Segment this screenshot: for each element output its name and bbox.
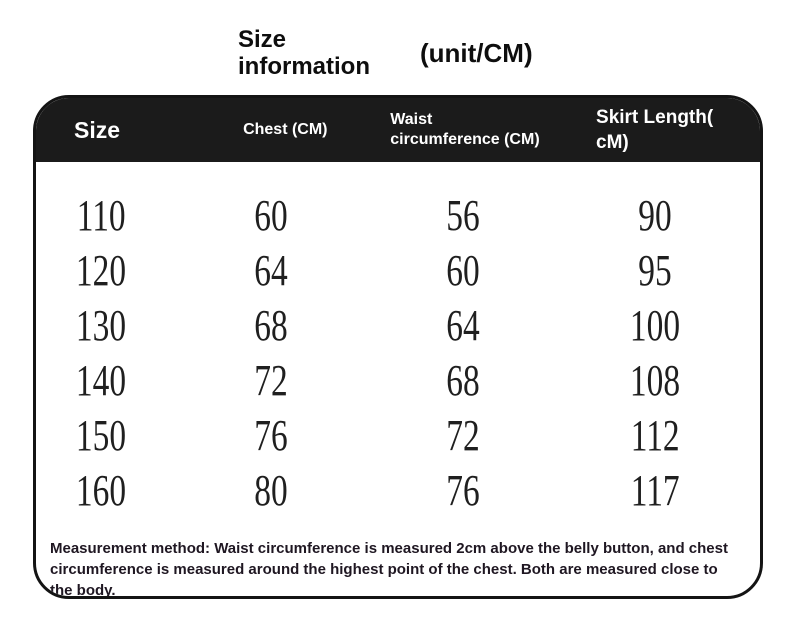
header-waist-line2: circumference (CM)	[390, 131, 540, 148]
header-waist-line1: Waist	[390, 111, 433, 128]
size-value: 140	[76, 355, 127, 405]
table-cell: 130	[36, 300, 166, 350]
table-cell: 64	[166, 245, 376, 295]
table-cell: 64	[376, 300, 550, 350]
table-cell: 72	[376, 410, 550, 460]
size-table-header: Size Chest (CM) Waist circumference (CM)…	[36, 98, 760, 162]
table-cell: 100	[550, 300, 760, 350]
size-value: 68	[446, 355, 480, 405]
table-cell: 80	[166, 465, 376, 515]
title-size-information: Size information	[238, 26, 370, 80]
size-value: 64	[254, 245, 289, 295]
size-value: 110	[76, 190, 126, 240]
table-row: 160 80 76 117	[36, 463, 760, 518]
table-cell: 60	[376, 245, 550, 295]
size-value: 120	[76, 245, 127, 295]
table-cell: 140	[36, 355, 166, 405]
header-size-label: Size	[74, 116, 121, 143]
header-skirt-length: Skirt Length( cM)	[550, 105, 760, 155]
table-row: 120 64 60 95	[36, 243, 760, 298]
table-cell: 60	[166, 190, 376, 240]
table-row: 130 68 64 100	[36, 298, 760, 353]
size-value: 60	[254, 190, 289, 240]
header-size: Size	[36, 117, 166, 144]
size-value: 80	[254, 465, 289, 515]
size-value: 72	[254, 355, 289, 405]
size-value: 56	[446, 190, 480, 240]
size-value: 90	[638, 190, 672, 240]
size-value: 68	[254, 300, 289, 350]
size-value: 95	[638, 245, 672, 295]
table-cell: 56	[376, 190, 550, 240]
size-value: 72	[446, 410, 480, 460]
title-unit-cm: (unit/CM)	[420, 37, 533, 68]
size-table: Size Chest (CM) Waist circumference (CM)…	[33, 95, 763, 599]
table-cell: 160	[36, 465, 166, 515]
table-cell: 72	[166, 355, 376, 405]
header-waist-circumference: Waist circumference (CM)	[376, 110, 550, 150]
size-value: 150	[76, 410, 127, 460]
header-chest-label: Chest (CM)	[243, 121, 328, 138]
table-cell: 76	[166, 410, 376, 460]
size-table-body: 110 60 56 90 120 64 60 95 130 68 64 100 140 72 68 108 15…	[36, 162, 760, 518]
table-cell: 90	[550, 190, 760, 240]
table-row: 110 60 56 90	[36, 188, 760, 243]
table-cell: 68	[376, 355, 550, 405]
size-value: 76	[446, 465, 480, 515]
measurement-note: Measurement method: Waist circumference …	[50, 540, 728, 599]
table-cell: 95	[550, 245, 760, 295]
table-cell: 110	[36, 190, 166, 240]
table-row: 140 72 68 108	[36, 353, 760, 408]
table-cell: 150	[36, 410, 166, 460]
size-value: 112	[630, 410, 680, 460]
header-skirt-line1: Skirt Length(	[596, 107, 714, 128]
table-cell: 68	[166, 300, 376, 350]
page-title: Size information (unit/CM)	[238, 26, 533, 80]
header-skirt-line2: cM)	[596, 132, 629, 153]
table-cell: 120	[36, 245, 166, 295]
table-cell: 117	[550, 465, 760, 515]
header-chest: Chest (CM)	[166, 121, 376, 139]
size-value: 76	[254, 410, 289, 460]
table-row: 150 76 72 112	[36, 408, 760, 463]
table-cell: 76	[376, 465, 550, 515]
size-value: 108	[629, 355, 681, 405]
size-value: 130	[76, 300, 127, 350]
table-cell: 108	[550, 355, 760, 405]
size-value: 117	[630, 465, 680, 515]
table-cell: 112	[550, 410, 760, 460]
size-value: 60	[446, 245, 480, 295]
size-value: 64	[446, 300, 480, 350]
size-value: 160	[76, 465, 127, 515]
size-value: 100	[629, 300, 681, 350]
